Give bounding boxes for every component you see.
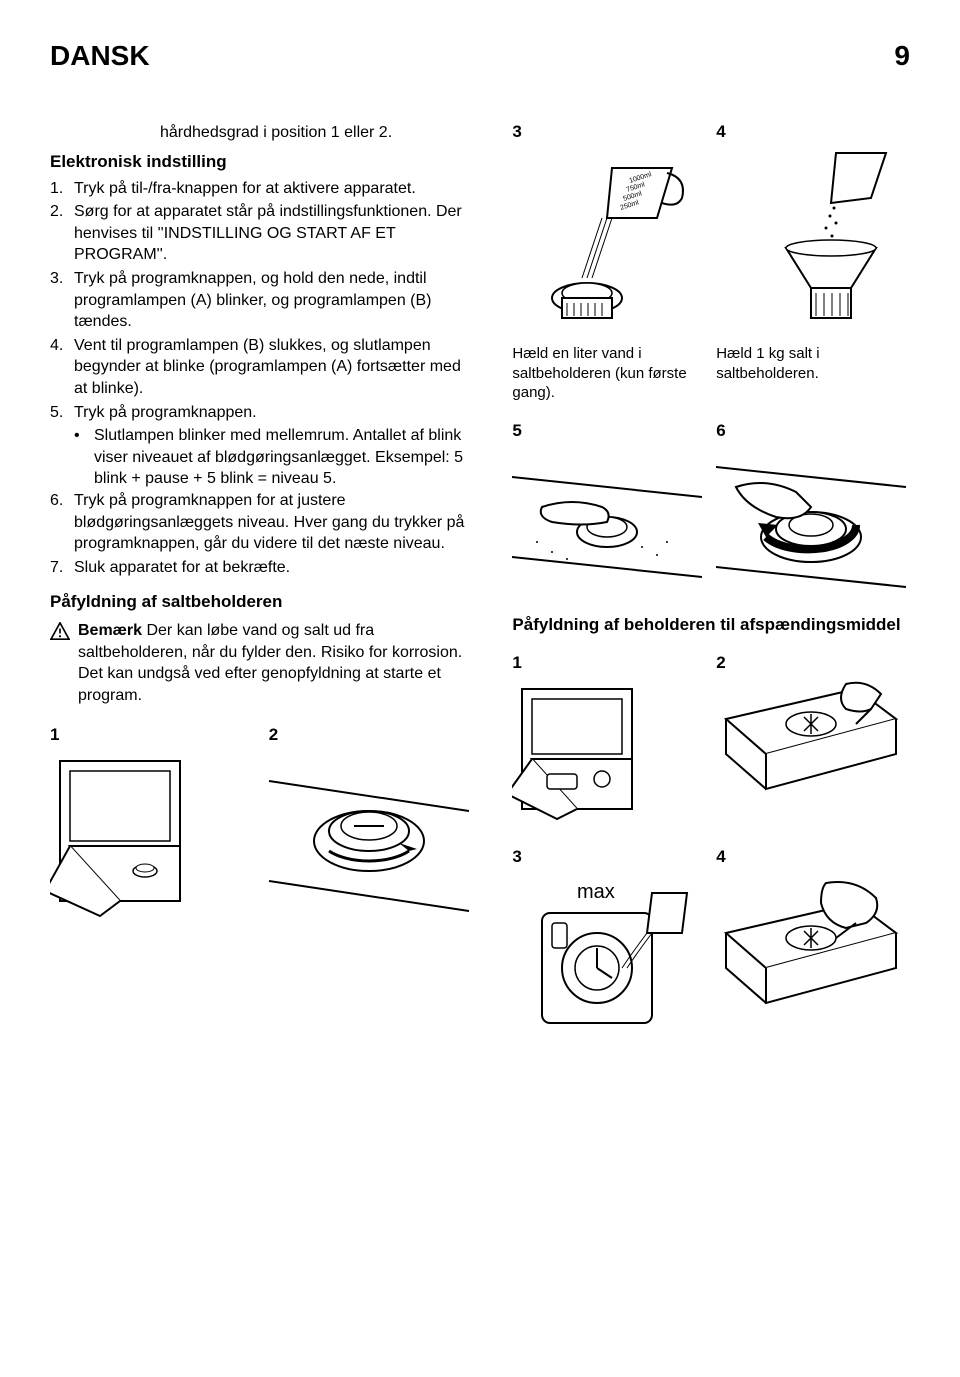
list-item: 1.Tryk på til-/fra-knappen for at aktive…	[50, 178, 477, 200]
item-text: Tryk på til-/fra-knappen for at aktivere…	[74, 178, 477, 200]
figure-press-dispenser-icon	[716, 679, 906, 829]
item-text: Tryk på programknappen.	[74, 402, 477, 424]
figure-wipe-icon	[512, 447, 702, 597]
header-title: DANSK	[50, 40, 150, 72]
figure-number: 2	[716, 653, 910, 673]
warning-row: Bemærk Der kan løbe vand og salt ud fra …	[50, 620, 477, 706]
item-number: 7.	[50, 557, 74, 579]
right-column: 3 1000ml 750ml 500ml 250ml	[512, 122, 910, 1043]
list-item: 4.Vent til programlampen (B) slukkes, og…	[50, 335, 477, 400]
item-text: Tryk på programknappen for at justere bl…	[74, 490, 477, 555]
figure-number: 3	[512, 847, 706, 867]
list-item: 3.Tryk på programknappen, og hold den ne…	[50, 268, 477, 333]
figure-number: 1	[512, 653, 706, 673]
figure-pour-salt-icon	[716, 148, 906, 338]
item-number: 2.	[50, 201, 74, 266]
item-text: Vent til programlampen (B) slukkes, og s…	[74, 335, 477, 400]
item-text: Sørg for at apparatet står på indstillin…	[74, 201, 477, 266]
item-number: 4.	[50, 335, 74, 400]
item-number: 5.	[50, 402, 74, 424]
warning-text: Bemærk Der kan løbe vand og salt ud fra …	[78, 620, 477, 706]
figure-close-dispenser-icon	[716, 873, 906, 1043]
figure-caption: Hæld en liter vand i saltbeholderen (kun…	[512, 344, 706, 403]
section-title-elektronisk: Elektronisk indstilling	[50, 152, 477, 172]
list-item: 5.Tryk på programknappen.	[50, 402, 477, 424]
figure-pour-water-icon: 1000ml 750ml 500ml 250ml	[512, 148, 702, 338]
left-column: hårdhedsgrad i position 1 eller 2. Elekt…	[50, 122, 477, 1043]
figure-number: 1	[50, 725, 259, 745]
item-number: 1.	[50, 178, 74, 200]
instruction-list-2: 6.Tryk på programknappen for at justere …	[50, 490, 477, 578]
list-item: 7.Sluk apparatet for at bekræfte.	[50, 557, 477, 579]
preline-text: hårdhedsgrad i position 1 eller 2.	[160, 122, 477, 144]
figure-close-cap-icon	[716, 447, 906, 597]
list-item: 2.Sørg for at apparatet står på indstill…	[50, 201, 477, 266]
figure-dispenser-open-icon	[512, 679, 702, 829]
figure-pour-rinse-icon: max	[512, 873, 702, 1043]
figure-salt-cap-icon	[269, 751, 469, 921]
item-number: 6.	[50, 490, 74, 555]
figure-number: 3	[512, 122, 706, 142]
max-label: max	[577, 881, 615, 903]
figure-number: 2	[269, 725, 478, 745]
figure-number: 5	[512, 421, 706, 441]
section-title-rinse: Påfyldning af beholderen til afspændings…	[512, 615, 910, 635]
page-number: 9	[894, 40, 910, 72]
figure-dishwasher-open-icon	[50, 751, 250, 921]
item-text: Tryk på programknappen, og hold den nede…	[74, 268, 477, 333]
bullet-text: Slutlampen blinker med mellemrum. Antall…	[94, 425, 477, 490]
figure-number: 4	[716, 847, 910, 867]
list-item: 6.Tryk på programknappen for at justere …	[50, 490, 477, 555]
warning-icon	[50, 622, 70, 640]
item-text: Sluk apparatet for at bekræfte.	[74, 557, 477, 579]
instruction-list: 1.Tryk på til-/fra-knappen for at aktive…	[50, 178, 477, 424]
figure-number: 4	[716, 122, 910, 142]
item-number: 3.	[50, 268, 74, 333]
figure-number: 6	[716, 421, 910, 441]
sub-title-salt: Påfyldning af saltbeholderen	[50, 592, 477, 612]
figure-caption: Hæld 1 kg salt i saltbeholderen.	[716, 344, 910, 383]
bullet-icon: •	[74, 425, 94, 490]
bullet-item: • Slutlampen blinker med mellemrum. Anta…	[50, 425, 477, 490]
